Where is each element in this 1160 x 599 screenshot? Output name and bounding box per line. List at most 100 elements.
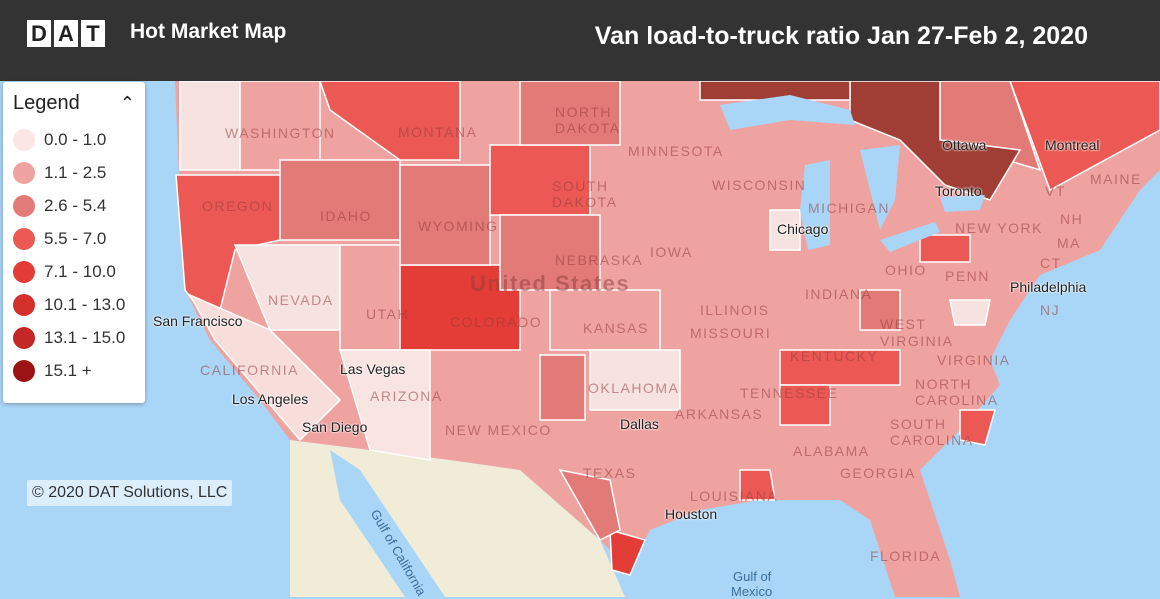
state-label: INDIANA [805, 286, 873, 302]
water-label: Mexico [731, 584, 773, 599]
chevron-up-icon[interactable]: ⌃ [119, 93, 135, 113]
state-label: OHIO [885, 262, 927, 278]
lake [880, 222, 940, 252]
lake [860, 145, 900, 230]
state-label: MAINE [1090, 171, 1142, 187]
state-label: LOUISIANA [690, 488, 779, 504]
state-label: KANSAS [583, 320, 649, 336]
city-label: Dallas [620, 416, 659, 432]
city-label: Ottawa [942, 137, 987, 153]
city-label: Philadelphia [1010, 279, 1087, 295]
legend-label: 5.5 - 7.0 [44, 228, 107, 248]
legend-swatch [13, 161, 35, 184]
region-29[interactable] [959, 409, 996, 446]
region-15[interactable] [338, 349, 431, 461]
state-label: ARKANSAS [675, 406, 764, 422]
city-label: Toronto [935, 183, 982, 199]
state-label: IDAHO [320, 208, 372, 224]
lake [800, 160, 830, 250]
region-24[interactable] [609, 528, 647, 576]
state-label: PENN [945, 268, 990, 284]
region-28[interactable] [859, 289, 901, 331]
region-27[interactable] [949, 299, 991, 326]
city-label: Montreal [1045, 137, 1100, 153]
state-label: NORTH [915, 376, 973, 392]
region-16[interactable] [539, 354, 586, 421]
header: D A T Hot Market Map Van load-to-truck r… [0, 0, 1160, 81]
region-26[interactable] [769, 209, 801, 251]
legend-item: 1.1 - 2.5 [13, 156, 135, 189]
state-label: NEW YORK [955, 220, 1043, 236]
region-3[interactable] [279, 159, 401, 241]
state-label: DAKOTA [552, 194, 618, 210]
state-label: MA [1057, 235, 1081, 251]
mexico-land [290, 440, 625, 597]
region-20[interactable] [1009, 81, 1160, 192]
city-label: San Diego [302, 419, 368, 435]
state-label: ALABAMA [793, 443, 870, 459]
logo-letter: D [27, 20, 51, 47]
region-25[interactable] [558, 468, 621, 541]
legend-label: 1.1 - 2.5 [44, 162, 107, 182]
region-17[interactable] [779, 349, 901, 386]
region-19[interactable] [919, 234, 971, 263]
state-label: United States [470, 271, 631, 296]
legend-label: 0.0 - 1.0 [44, 129, 107, 149]
legend-swatch [13, 293, 35, 316]
legend-title: Legend [13, 92, 80, 114]
legend-item: 5.5 - 7.0 [13, 222, 135, 255]
state-label: MONTANA [398, 124, 478, 140]
city-label: Las Vegas [340, 361, 406, 377]
state-label: DAKOTA [555, 120, 621, 136]
legend-swatch [13, 227, 35, 250]
state-label: MICHIGAN [808, 200, 890, 216]
state-label: NORTH [555, 104, 613, 120]
state-label: KENTUCKY [790, 348, 879, 364]
region-30[interactable] [739, 469, 776, 501]
legend-swatch [13, 194, 35, 217]
city-label: Chicago [777, 221, 829, 237]
app-title: Hot Market Map [130, 20, 287, 43]
state-label: VIRGINIA [880, 333, 954, 349]
state-label: MISSOURI [690, 325, 772, 341]
legend-label: 7.1 - 10.0 [44, 261, 116, 281]
region-11[interactable] [519, 81, 621, 146]
legend-item: 10.1 - 13.0 [13, 288, 135, 321]
state-label: CAROLINA [915, 392, 999, 408]
map-canvas[interactable] [0, 81, 1160, 597]
region-22[interactable] [849, 81, 1022, 201]
region-9[interactable] [399, 164, 491, 266]
state-label: ILLINOIS [700, 302, 770, 318]
state-label: NH [1060, 211, 1084, 227]
legend-swatch [13, 260, 35, 283]
logo-letter: T [81, 20, 105, 47]
state-label: UTAH [366, 306, 410, 322]
region-6[interactable] [188, 293, 342, 442]
state-label: CT [1040, 255, 1062, 271]
legend-item: 7.1 - 10.0 [13, 255, 135, 288]
logo-letter: A [54, 20, 78, 47]
legend-panel: Legend ⌃ 0.0 - 1.0 1.1 - 2.5 2.6 - 5.4 5.5 … [3, 82, 145, 403]
dat-logo: D A T [27, 20, 105, 47]
region-18[interactable] [779, 384, 831, 426]
region-4[interactable] [319, 81, 461, 161]
legend-label: 2.6 - 5.4 [44, 195, 107, 215]
state-label: NEBRASKA [555, 252, 644, 268]
state-label: VIRGINIA [937, 352, 1011, 368]
state-label: VT [1045, 183, 1066, 199]
legend-item: 2.6 - 5.4 [13, 189, 135, 222]
region-14[interactable] [589, 349, 681, 411]
state-label: CALIFORNIA [200, 362, 300, 378]
state-label: WYOMING [418, 218, 499, 234]
legend-label: 13.1 - 15.0 [44, 327, 126, 347]
state-label: MINNESOTA [628, 143, 724, 159]
state-label: TEXAS [583, 465, 637, 481]
state-label: WASHINGTON [225, 125, 336, 141]
region-23[interactable] [699, 81, 851, 101]
city-label: Los Angeles [232, 391, 309, 407]
state-label: GEORGIA [840, 465, 916, 481]
legend-label: 15.1 + [44, 360, 92, 380]
state-label: OREGON [202, 198, 274, 214]
copyright: © 2020 DAT Solutions, LLC [27, 480, 233, 506]
legend-swatch [13, 128, 35, 151]
